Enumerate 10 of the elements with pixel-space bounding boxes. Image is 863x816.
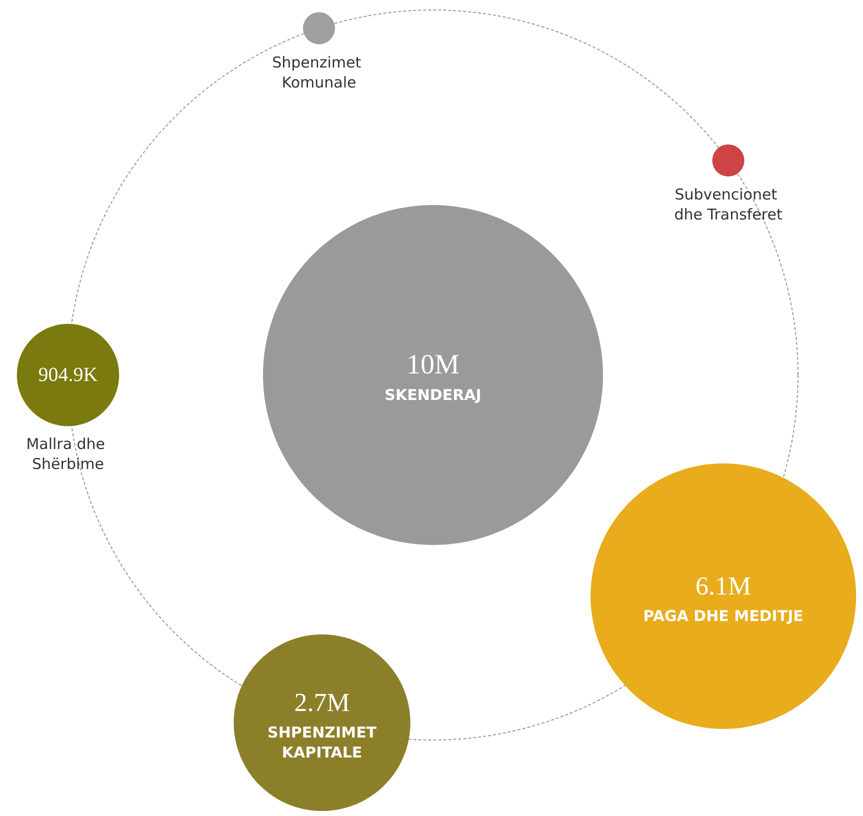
category-label: PAGA DHE MEDITJE — [643, 607, 804, 626]
category-label: SHPENZIMET KAPITALE — [268, 724, 378, 762]
category-label: Subvencionet dhe Transferet — [674, 185, 782, 224]
category-label: SKENDERAJ — [384, 386, 482, 404]
data-label: 10M — [406, 350, 460, 380]
data-label: 6.1M — [696, 572, 752, 601]
category-label: Shpenzimet Komunale — [272, 53, 366, 92]
category-label: Mallra dhe Shërbime — [26, 435, 110, 474]
data-label: 2.7M — [294, 688, 350, 718]
data-label: 904.9K — [38, 364, 98, 386]
